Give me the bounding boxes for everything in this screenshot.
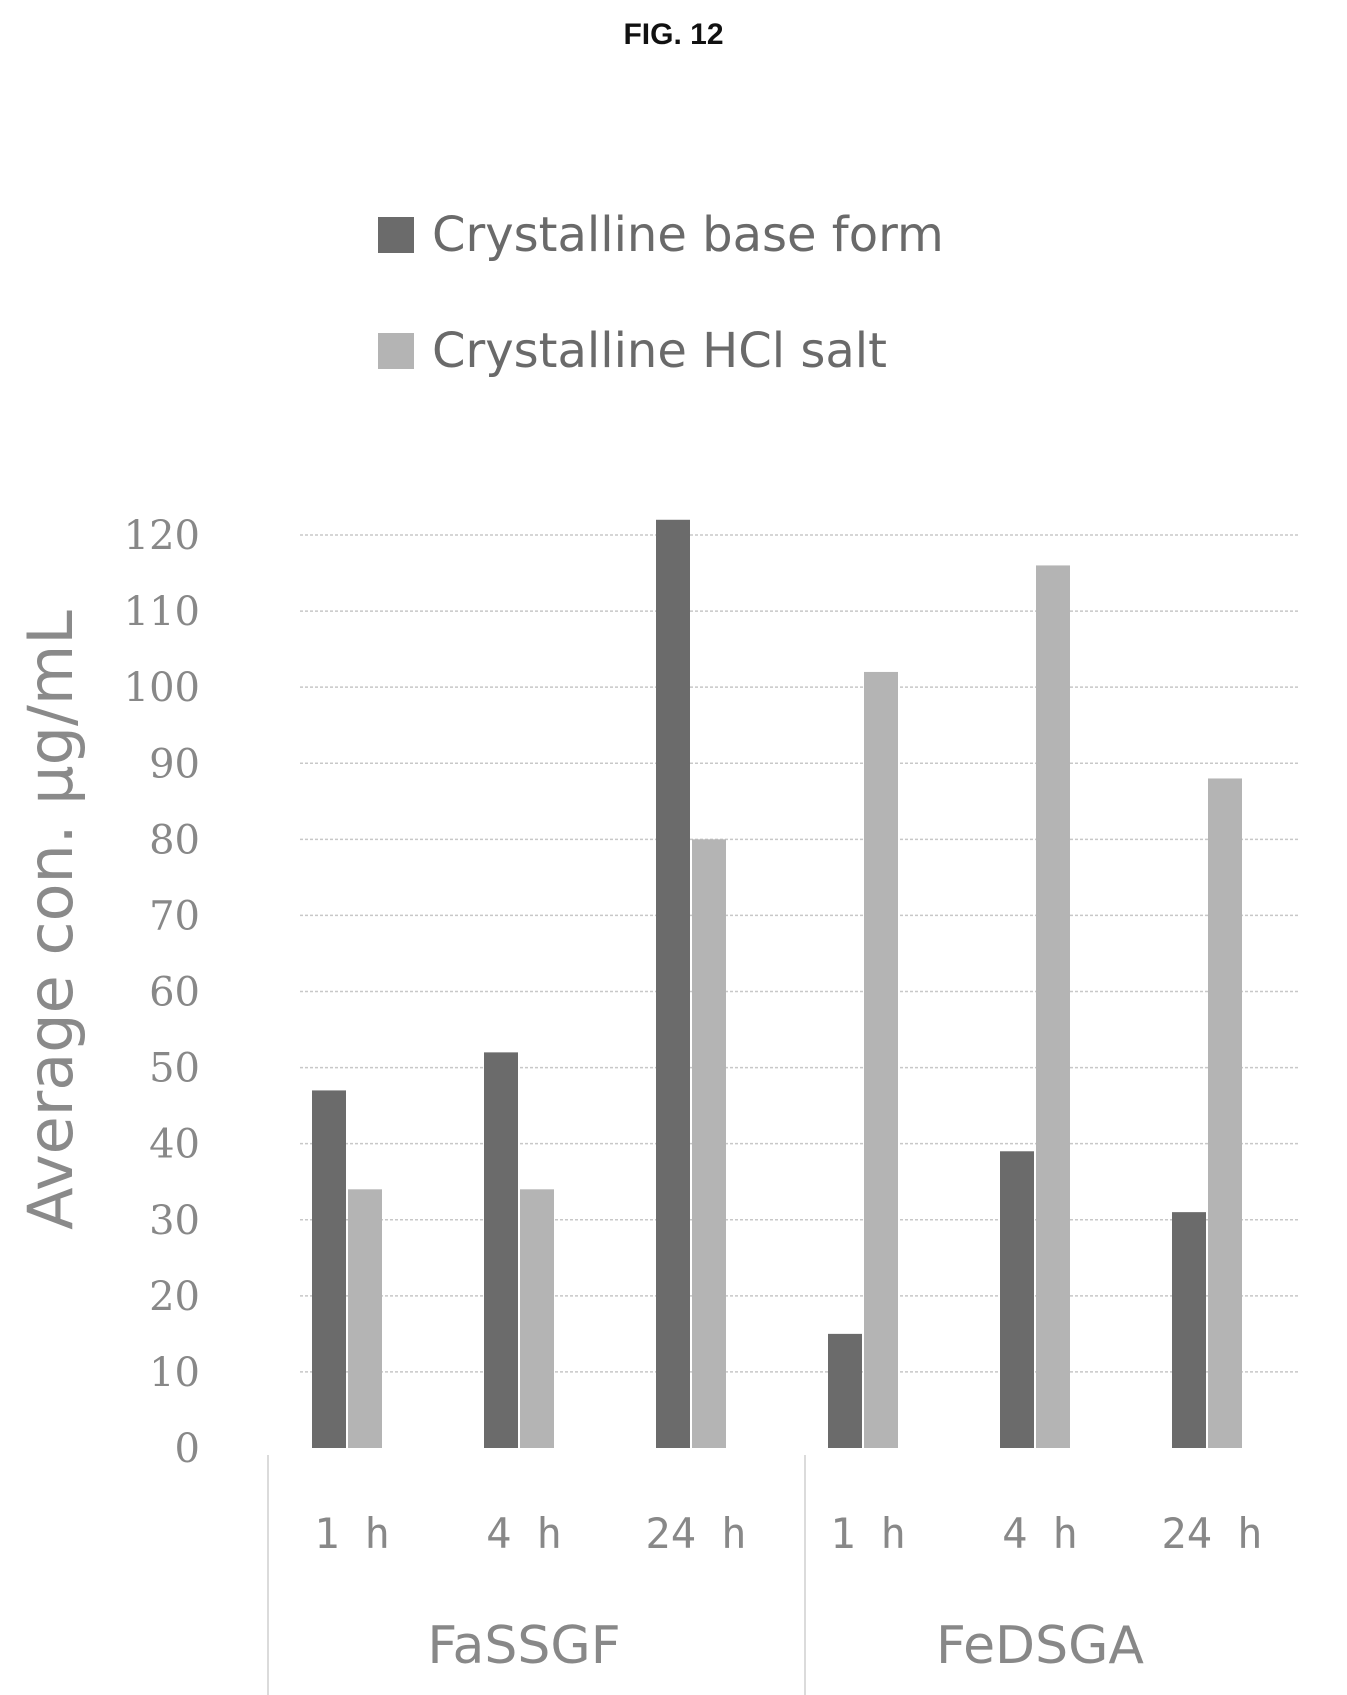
y-tick-label: 50 [149,1046,200,1092]
x-axis: 1 h 4 h 24 h 1 h 4 h 24 h FaSSGF FeDSGA [267,1455,1263,1695]
x-group-label: FaSSGF [427,1616,620,1676]
bar-base [312,1090,346,1448]
y-tick-label: 110 [124,589,200,635]
x-tick-label: 4 h [1002,1509,1078,1558]
y-tick-label: 80 [149,817,200,863]
x-tick-label: 1 h [830,1509,906,1558]
bar-hcl [348,1189,382,1448]
bar-base [1172,1212,1206,1448]
bar-hcl [1208,778,1242,1448]
legend-label-base: Crystalline base form [432,207,944,263]
x-tick-label: 1 h [314,1509,390,1558]
x-group-label: FeDSGA [936,1616,1144,1676]
y-tick-label: 30 [149,1198,200,1244]
bar-base [1000,1151,1034,1448]
y-tick-label: 0 [175,1426,200,1472]
y-tick-label: 90 [149,741,200,787]
x-tick-label: 24 h [645,1509,746,1558]
y-tick-label: 100 [124,665,200,711]
y-tick-label: 40 [149,1122,200,1168]
y-tick-label: 60 [149,970,200,1016]
grid-lines [300,534,1300,1373]
y-tick-label: 20 [149,1274,200,1320]
bar-hcl [1036,565,1070,1448]
x-tick-label: 4 h [486,1509,562,1558]
legend-swatch-base [378,217,414,253]
legend-label-hcl: Crystalline HCl salt [432,323,887,379]
legend: Crystalline base form Crystalline HCl sa… [378,205,944,437]
x-tick-label: 24 h [1161,1509,1262,1558]
legend-item-base: Crystalline base form [378,205,944,265]
bar-base [656,519,690,1448]
bar-hcl [864,671,898,1448]
bar-hcl [692,839,726,1448]
y-tick-label: 70 [149,893,200,939]
y-tick-label: 120 [124,513,200,559]
legend-item-hcl: Crystalline HCl salt [378,321,944,381]
figure-label: FIG. 12 [623,18,724,51]
bars [312,519,1242,1448]
y-axis-label: Average con. µg/mL [14,610,87,1230]
legend-swatch-hcl [378,333,414,369]
bar-base [484,1052,518,1448]
bar-hcl [520,1189,554,1448]
y-tick-labels: 0 10 20 30 40 50 60 70 80 90 100 110 120 [124,513,200,1472]
bar-base [828,1333,862,1448]
y-tick-label: 10 [149,1350,200,1396]
